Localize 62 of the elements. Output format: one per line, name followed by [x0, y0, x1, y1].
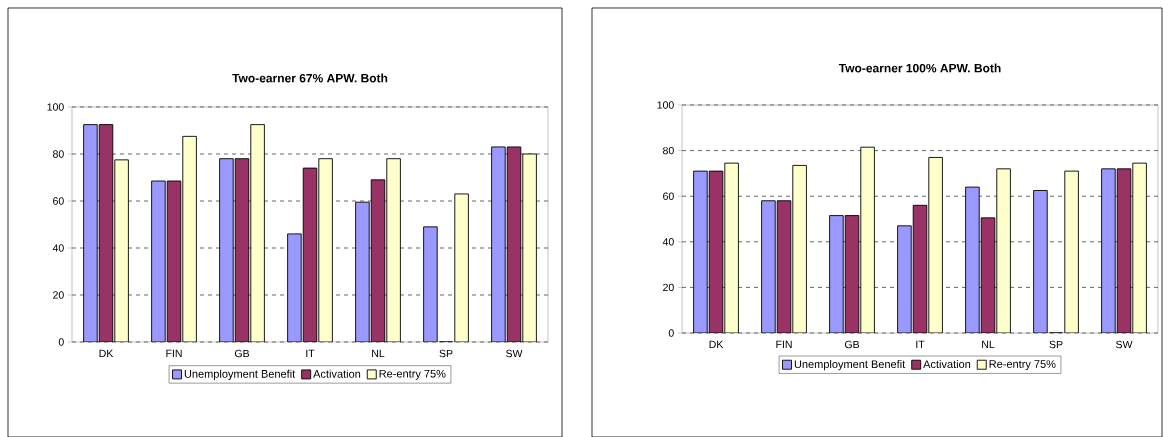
bar: [83, 123, 98, 342]
bar: [151, 180, 166, 342]
x-tick-label: SP: [439, 349, 453, 358]
y-tick-label: 100: [47, 103, 64, 111]
x-tick-label: FIN: [776, 340, 792, 348]
y-tick-label: 80: [53, 150, 64, 158]
x-tick-label: SW: [1116, 340, 1133, 349]
x-tick-label: FIN: [166, 349, 182, 357]
chart-title: Two-earner 100% APW. Both: [838, 63, 1001, 73]
x-tick-label: NL: [372, 349, 385, 357]
legend-label: Re-entry 75%: [379, 369, 446, 380]
y-tick-label: 100: [657, 101, 674, 109]
bar: [860, 146, 875, 333]
y-tick-label: 0: [58, 338, 64, 346]
bar: [1101, 168, 1116, 333]
legend-label: Unemployment Benefit: [794, 359, 906, 371]
bar: [219, 158, 234, 342]
bar: [423, 226, 438, 342]
bar: [355, 201, 370, 342]
y-tick-label: 40: [52, 244, 64, 252]
x-tick-label: IT: [916, 340, 925, 348]
bar: [1064, 170, 1079, 333]
bar: [454, 193, 469, 342]
bar: [250, 123, 265, 342]
bar: [1033, 190, 1048, 333]
bar: [1132, 162, 1147, 333]
bar: [724, 162, 739, 333]
bar: [897, 225, 912, 333]
bar: [829, 214, 844, 333]
x-tick-label: DK: [99, 349, 114, 357]
y-tick-label: 20: [663, 283, 674, 291]
y-tick-label: 20: [53, 291, 64, 299]
x-tick-label: SW: [506, 349, 523, 358]
bar: [386, 158, 401, 342]
bar: [792, 164, 807, 333]
x-tick-label: IT: [306, 349, 315, 357]
legend-label: Activation: [923, 359, 971, 368]
bar: [761, 200, 776, 333]
legend-label: Re-entry 75%: [989, 359, 1056, 370]
x-tick-label: NL: [982, 340, 995, 348]
x-tick-label: DK: [709, 340, 724, 348]
y-tick-label: 40: [662, 237, 674, 246]
bar: [522, 153, 537, 342]
bar: [287, 233, 302, 342]
bar: [318, 158, 333, 342]
bar: [965, 186, 980, 333]
x-tick-label: GB: [844, 340, 860, 349]
legend-label: Unemployment Benefit: [184, 369, 296, 380]
x-tick-label: GB: [234, 349, 250, 358]
bar: [928, 156, 943, 333]
x-tick-label: SP: [1049, 340, 1063, 349]
chart-title: Two-earner 67% APW. Both: [232, 73, 388, 83]
bar: [491, 146, 506, 342]
bar: [182, 135, 197, 342]
bar: [693, 170, 708, 333]
y-tick-label: 80: [663, 146, 674, 155]
y-tick-label: 60: [53, 197, 64, 205]
legend-label: Activation: [313, 369, 361, 378]
bar: [114, 159, 129, 342]
bar: [996, 168, 1011, 333]
y-tick-label: 60: [663, 192, 674, 200]
y-tick-label: 0: [668, 329, 674, 337]
